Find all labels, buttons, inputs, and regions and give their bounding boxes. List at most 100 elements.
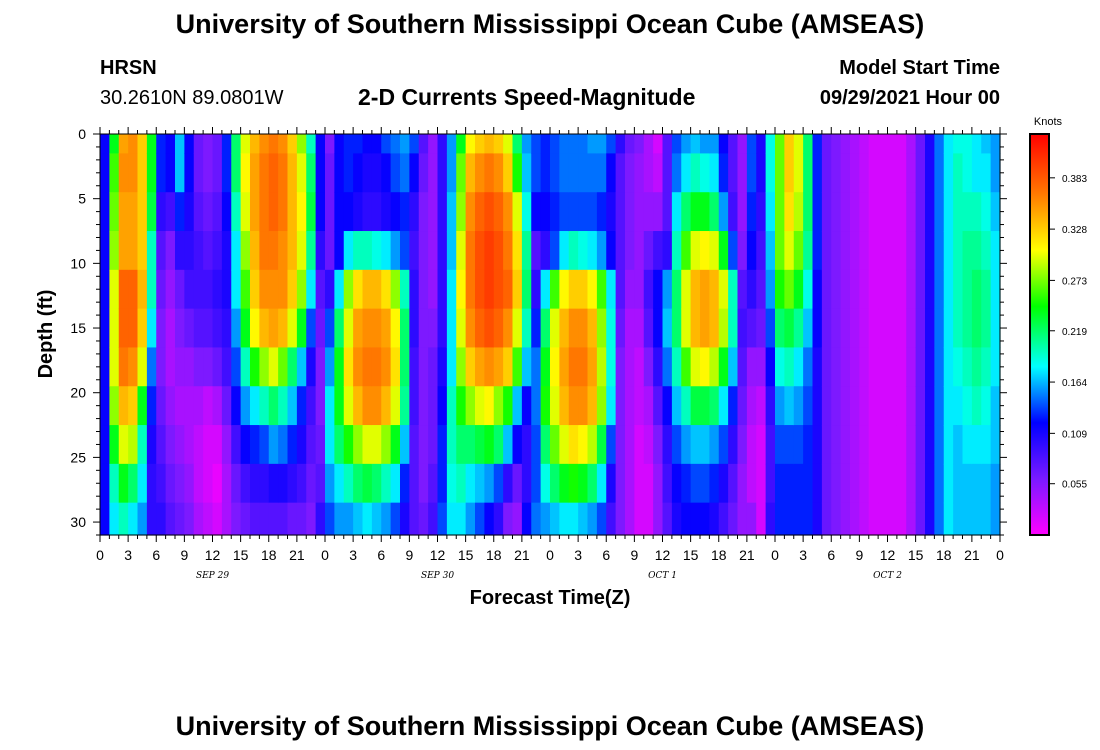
heatmap-cell xyxy=(596,308,607,349)
heatmap-cell xyxy=(962,153,973,193)
heatmap-cell xyxy=(690,386,701,426)
heatmap-cell xyxy=(662,425,673,465)
heatmap-cell xyxy=(306,463,317,504)
heatmap-cell xyxy=(278,386,289,426)
heatmap-cell xyxy=(878,386,889,426)
heatmap-cell xyxy=(559,192,570,232)
heatmap-cell xyxy=(990,231,1001,271)
heatmap-cell xyxy=(334,425,345,465)
heatmap-cell xyxy=(568,463,579,504)
heatmap-cell xyxy=(690,153,701,193)
heatmap-cell xyxy=(981,463,992,504)
heatmap-cell xyxy=(803,153,814,193)
heatmap-cell xyxy=(428,269,439,310)
colorbar-title: Knots xyxy=(1034,116,1063,128)
heatmap-cell xyxy=(568,347,579,387)
heatmap-cell xyxy=(793,425,804,465)
heatmap-cell xyxy=(578,425,589,465)
heatmap-cell xyxy=(587,463,598,504)
heatmap-cell xyxy=(512,231,523,271)
heatmap-cell xyxy=(400,134,410,154)
heatmap-cell xyxy=(184,463,195,504)
heatmap-cell xyxy=(737,347,748,387)
heatmap-cell xyxy=(465,192,476,232)
x-tick-label: 0 xyxy=(546,547,554,563)
heatmap-cell xyxy=(437,231,448,271)
heatmap-cell xyxy=(896,269,907,310)
heatmap-cell xyxy=(971,192,982,232)
heatmap-cell xyxy=(231,231,242,271)
heatmap-cell xyxy=(203,425,214,465)
heatmap-cell xyxy=(765,308,776,349)
heatmap-cell xyxy=(418,269,429,310)
heatmap-cell xyxy=(437,269,448,310)
heatmap-cell xyxy=(915,192,926,232)
y-tick-label: 30 xyxy=(70,514,86,530)
heatmap-cell xyxy=(896,134,907,154)
heatmap-cell xyxy=(362,192,373,232)
heatmap-cell xyxy=(175,308,185,349)
heatmap-cell xyxy=(287,153,298,193)
heatmap-cell xyxy=(850,231,860,271)
heatmap-cell xyxy=(512,308,523,349)
heatmap-cell xyxy=(362,502,373,536)
heatmap-cell xyxy=(634,347,645,387)
heatmap-cell xyxy=(971,347,982,387)
heatmap-cell xyxy=(100,502,110,536)
heatmap-cell xyxy=(212,231,223,271)
heatmap-cell xyxy=(137,347,148,387)
heatmap-cell xyxy=(456,269,467,310)
heatmap-cell xyxy=(681,269,692,310)
heatmap-cell xyxy=(953,502,964,536)
heatmap-cell xyxy=(100,192,110,232)
heatmap-cell xyxy=(971,386,982,426)
heatmap-cell xyxy=(475,463,485,504)
heatmap-cell xyxy=(325,192,335,232)
heatmap-cell xyxy=(362,308,373,349)
heatmap-cell xyxy=(831,192,842,232)
heatmap-cell xyxy=(503,308,514,349)
heatmap-cell xyxy=(878,134,889,154)
heatmap-cell xyxy=(934,425,945,465)
heatmap-cell xyxy=(831,231,842,271)
heatmap-cell xyxy=(700,134,710,154)
heatmap-cell xyxy=(831,308,842,349)
heatmap-cell xyxy=(643,502,654,536)
heatmap-cell xyxy=(371,231,382,271)
heatmap-cell xyxy=(784,192,795,232)
heatmap-cell xyxy=(362,231,373,271)
heatmap-cell xyxy=(156,269,167,310)
heatmap-cell xyxy=(859,192,870,232)
heatmap-cell xyxy=(568,425,579,465)
heatmap-cell xyxy=(512,347,523,387)
heatmap-cell xyxy=(437,502,448,536)
heatmap-cell xyxy=(418,463,429,504)
heatmap-cell xyxy=(521,134,532,154)
heatmap-cell xyxy=(203,308,214,349)
heatmap-cell xyxy=(718,502,729,536)
heatmap-cell xyxy=(325,134,335,154)
heatmap-cell xyxy=(231,502,242,536)
heatmap-cell xyxy=(681,308,692,349)
heatmap-cell xyxy=(859,308,870,349)
heatmap-cell xyxy=(512,153,523,193)
heatmap-cell xyxy=(146,502,157,536)
heatmap-cell xyxy=(296,153,307,193)
heatmap-cell xyxy=(728,502,739,536)
heatmap-cell xyxy=(953,386,964,426)
heatmap-cell xyxy=(793,269,804,310)
heatmap-cell xyxy=(437,347,448,387)
heatmap-cell xyxy=(606,269,617,310)
heatmap-cell xyxy=(812,231,823,271)
heatmap-cell xyxy=(868,231,879,271)
heatmap-cell xyxy=(212,134,223,154)
heatmap-cell xyxy=(156,502,167,536)
x-tick-label: 12 xyxy=(880,547,896,563)
heatmap-cell xyxy=(643,153,654,193)
heatmap-cell xyxy=(906,308,917,349)
heatmap-cell xyxy=(118,134,129,154)
heatmap-cell xyxy=(784,347,795,387)
heatmap-cell xyxy=(212,386,223,426)
heatmap-cell xyxy=(100,153,110,193)
heatmap-cell xyxy=(550,269,560,310)
